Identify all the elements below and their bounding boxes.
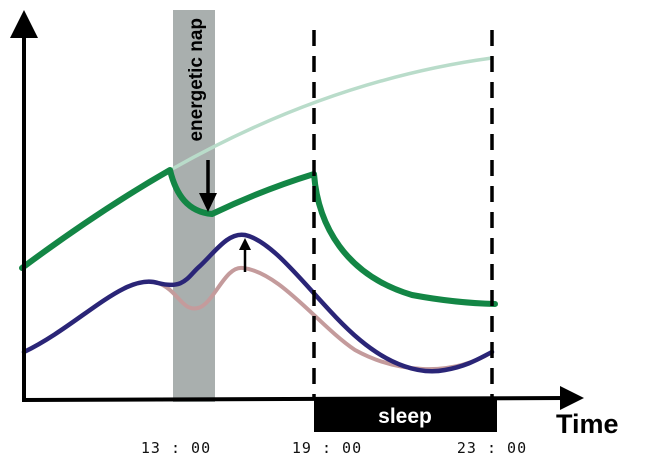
y-axis-arrow-icon [10,10,38,38]
tick-13: 13 : 00 [141,439,211,457]
up-arrow-icon [239,238,251,272]
tick-19: 19 : 00 [292,439,362,457]
blue-curve [21,232,495,374]
faded-green-curve [172,56,494,170]
sleep-bar [314,400,497,432]
x-axis-arrow-icon [560,386,584,410]
pink-curve [22,265,494,372]
x-axis-label: Time [556,409,619,439]
x-axis [21,396,569,402]
tick-23: 23 : 00 [457,439,527,457]
green-curve [19,167,498,307]
nap-label: energetic nap [186,18,207,142]
sleep-label: sleep [378,405,432,428]
down-arrow-icon [199,160,217,212]
